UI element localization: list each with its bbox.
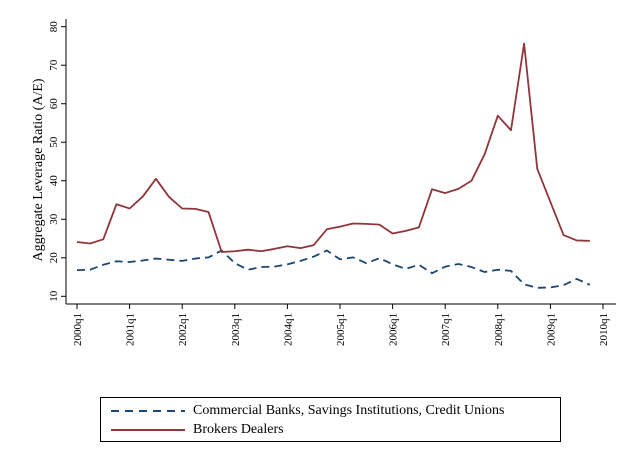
x-tick-label: 2001q1 [125,313,137,346]
x-tick-label: 2010q1 [598,313,610,346]
y-tick-label: 60 [48,98,60,110]
axes [65,19,616,305]
x-tick-label: 2008q1 [493,313,505,346]
legend-swatch-dashed [111,406,185,416]
y-tick-label: 20 [48,252,60,264]
y-axis-label: Aggregate Leverage Ratio (A/E) [31,78,46,261]
y-tick-label: 50 [48,136,60,148]
legend-label: Brokers Dealers [193,422,284,437]
legend-item-brokers-dealers: Brokers Dealers [111,421,284,439]
legend: Commercial Banks, Savings Institutions, … [100,397,561,442]
y-tick-label: 30 [48,213,60,225]
y-tick-label: 80 [48,21,60,33]
tick-marks: 10 20 30 40 50 60 70 80 2000q1 2001q1 2002q1 2003q1… [48,21,610,346]
legend-swatch-solid [111,425,185,435]
y-tick-label: 10 [48,290,60,302]
y-tick-label: 40 [48,175,60,187]
legend-label: Commercial Banks, Savings Institutions, … [193,403,505,418]
x-tick-label: 2002q1 [177,313,189,346]
x-tick-label: 2003q1 [230,313,242,346]
x-tick-label: 2004q1 [282,313,294,346]
legend-item-commercial-banks: Commercial Banks, Savings Institutions, … [111,402,505,420]
series-line-brokers-dealers [76,42,590,253]
x-tick-label: 2000q1 [72,313,84,346]
y-tick-label: 70 [48,59,60,71]
x-tick-label: 2009q1 [545,313,557,346]
x-tick-label: 2005q1 [335,313,347,346]
series-lines [76,42,591,289]
x-tick-label: 2006q1 [388,313,400,346]
x-tick-label: 2007q1 [440,313,452,346]
